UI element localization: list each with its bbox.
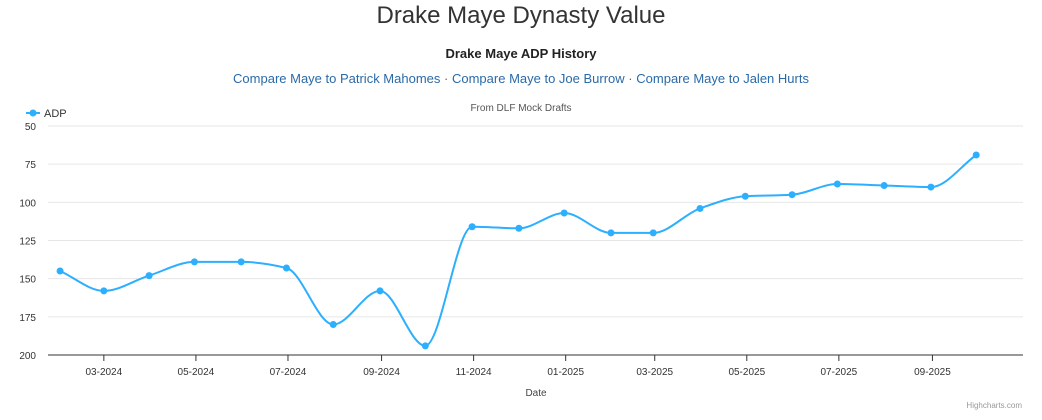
series-adp xyxy=(56,151,980,350)
x-tick-label: 09-2024 xyxy=(363,367,400,378)
y-tick-label: 100 xyxy=(19,198,36,209)
y-tick-label: 75 xyxy=(25,160,37,171)
y-tick-label: 150 xyxy=(19,275,36,286)
series-line-adp xyxy=(59,154,977,347)
data-point[interactable] xyxy=(237,258,245,266)
data-point[interactable] xyxy=(376,287,384,295)
data-point[interactable] xyxy=(607,229,615,237)
data-point[interactable] xyxy=(833,180,841,188)
legend-label-adp: ADP xyxy=(44,108,67,120)
data-point[interactable] xyxy=(560,209,568,217)
x-axis: 03-2024 05-2024 07-2024 09-2024 11-2024 01-20… xyxy=(48,354,1023,378)
link-separator: · xyxy=(628,71,633,86)
data-point[interactable] xyxy=(421,342,429,350)
credits-link[interactable]: Highcharts.com xyxy=(966,401,1022,410)
y-tick-label: 200 xyxy=(19,351,36,362)
y-tick-label: 175 xyxy=(19,313,36,324)
x-tick-label: 05-2024 xyxy=(178,367,215,378)
data-point[interactable] xyxy=(649,229,657,237)
data-point[interactable] xyxy=(741,192,749,200)
x-tick-label: 07-2024 xyxy=(270,367,307,378)
y-tick-label: 50 xyxy=(25,122,37,133)
x-tick-label: 07-2025 xyxy=(821,367,858,378)
data-point[interactable] xyxy=(329,320,337,328)
data-point[interactable] xyxy=(100,287,108,295)
compare-links: Compare Maye to Patrick Mahomes · Compar… xyxy=(0,71,1042,86)
y-axis: 50 75 100 125 150 175 200 xyxy=(19,122,36,362)
x-tick-label: 05-2025 xyxy=(728,367,765,378)
y-tick-label: 125 xyxy=(19,237,36,248)
x-tick-label: 03-2024 xyxy=(85,367,122,378)
data-point[interactable] xyxy=(190,258,198,266)
chart-subtitle: From DLF Mock Drafts xyxy=(470,103,571,114)
data-point[interactable] xyxy=(468,223,476,231)
data-point[interactable] xyxy=(880,182,888,190)
gridlines xyxy=(48,125,1023,318)
link-separator: · xyxy=(444,71,449,86)
x-tick-label: 03-2025 xyxy=(636,367,673,378)
legend[interactable]: ADP xyxy=(26,108,67,120)
page-title: Drake Maye Dynasty Value xyxy=(376,2,666,29)
compare-burrow-link[interactable]: Compare Maye to Joe Burrow xyxy=(451,71,625,86)
legend-marker xyxy=(29,109,37,117)
chart-title: Drake Maye ADP History xyxy=(445,46,597,61)
data-point[interactable] xyxy=(282,264,290,272)
compare-mahomes-link[interactable]: Compare Maye to Patrick Mahomes xyxy=(233,71,441,86)
x-tick-label: 09-2025 xyxy=(914,367,951,378)
data-point[interactable] xyxy=(972,151,980,159)
data-point[interactable] xyxy=(56,267,64,275)
data-point[interactable] xyxy=(788,191,796,199)
x-tick-label: 01-2025 xyxy=(547,367,584,378)
x-axis-title: Date xyxy=(525,388,547,399)
data-point[interactable] xyxy=(927,183,935,191)
data-point[interactable] xyxy=(696,204,704,212)
data-point[interactable] xyxy=(515,224,523,232)
compare-hurts-link[interactable]: Compare Maye to Jalen Hurts xyxy=(636,71,809,86)
data-point[interactable] xyxy=(145,272,153,280)
x-tick-label: 11-2024 xyxy=(456,367,492,378)
